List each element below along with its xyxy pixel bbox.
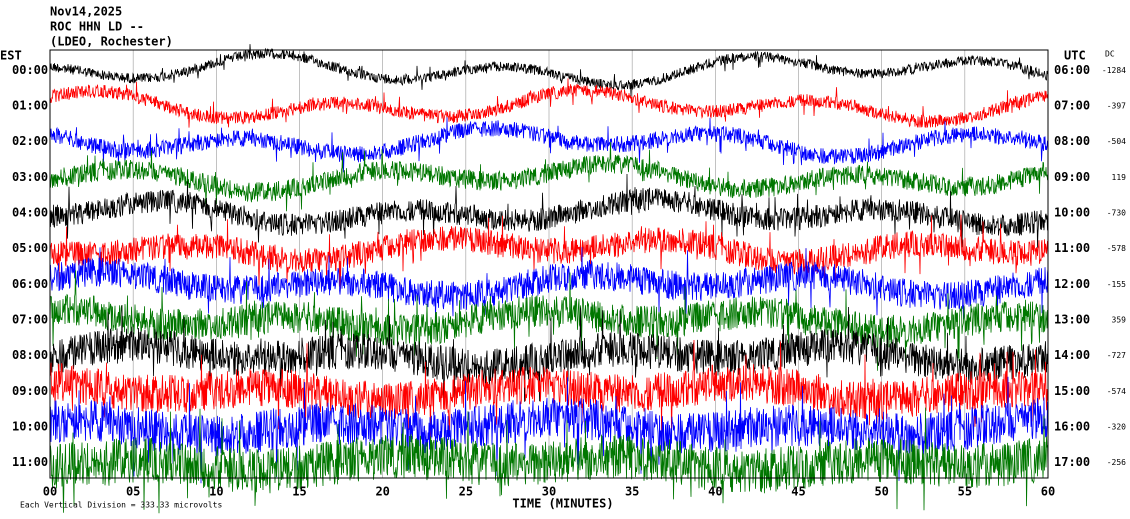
location: (LDEO, Rochester) (50, 35, 173, 49)
utc-label: 16:00 (1054, 419, 1090, 433)
trace (49, 247, 1049, 320)
x-tick-label: 55 (958, 485, 972, 499)
utc-label: 10:00 (1054, 205, 1090, 219)
x-tick-label: 45 (791, 485, 805, 499)
trace (49, 339, 1049, 441)
x-tick-label: 10 (209, 485, 223, 499)
dc-value: -397 (1107, 101, 1126, 110)
dc-value: -256 (1107, 458, 1126, 467)
x-tick-label: 35 (625, 485, 639, 499)
x-tick-label: 25 (459, 485, 473, 499)
est-label: 08:00 (12, 348, 48, 362)
dc-value: -574 (1107, 387, 1126, 396)
x-tick-label: 30 (542, 485, 556, 499)
trace (49, 44, 1049, 97)
dc-value: -320 (1107, 422, 1126, 431)
left-axis-title: EST (0, 49, 22, 63)
utc-label: 15:00 (1054, 384, 1090, 398)
est-label: 11:00 (12, 455, 48, 469)
footer: Each Vertical Division = 333.33 microvol… (20, 501, 222, 510)
est-label: 00:00 (12, 63, 48, 77)
dc-value: 359 (1112, 315, 1127, 324)
utc-label: 06:00 (1054, 63, 1090, 77)
station: ROC HHN LD -- (50, 20, 144, 34)
dc-value: -155 (1107, 280, 1126, 289)
utc-label: 17:00 (1054, 455, 1090, 469)
est-label: 05:00 (12, 241, 48, 255)
trace (49, 305, 1049, 402)
dc-value: -504 (1107, 137, 1126, 146)
trace (49, 214, 1049, 289)
dc-value: -1284 (1102, 66, 1126, 75)
utc-label: 07:00 (1054, 98, 1090, 112)
utc-label: 14:00 (1054, 348, 1090, 362)
trace (49, 173, 1049, 248)
x-tick-label: 20 (375, 485, 389, 499)
trace (49, 270, 1049, 371)
x-tick-label: 15 (292, 485, 306, 499)
utc-label: 13:00 (1054, 312, 1090, 326)
utc-label: 09:00 (1054, 170, 1090, 184)
est-label: 09:00 (12, 384, 48, 398)
trace (49, 407, 1049, 514)
est-label: 07:00 (12, 312, 48, 326)
trace (49, 376, 1049, 484)
x-tick-label: 60 (1041, 485, 1055, 499)
est-label: 02:00 (12, 134, 48, 148)
trace (49, 117, 1049, 173)
est-label: 03:00 (12, 170, 48, 184)
date: Nov14,2025 (50, 5, 122, 19)
trace (49, 78, 1049, 128)
dc-value: 119 (1112, 173, 1127, 182)
x-tick-label: 40 (708, 485, 722, 499)
est-label: 06:00 (12, 277, 48, 291)
dc-title: DC (1105, 50, 1115, 59)
dc-value: -578 (1107, 244, 1126, 253)
est-label: 01:00 (12, 98, 48, 112)
utc-label: 08:00 (1054, 134, 1090, 148)
x-tick-label: 00 (43, 485, 57, 499)
dc-value: -727 (1107, 351, 1126, 360)
plot-frame (49, 49, 1049, 479)
right-axis-title: UTC (1064, 49, 1086, 63)
dc-value: -730 (1107, 208, 1126, 217)
est-label: 04:00 (12, 205, 48, 219)
x-tick-label: 05 (126, 485, 140, 499)
utc-label: 11:00 (1054, 241, 1090, 255)
traces (49, 44, 1049, 514)
x-axis-title: TIME (MINUTES) (512, 497, 613, 511)
est-label: 10:00 (12, 419, 48, 433)
utc-label: 12:00 (1054, 277, 1090, 291)
x-tick-label: 50 (874, 485, 888, 499)
